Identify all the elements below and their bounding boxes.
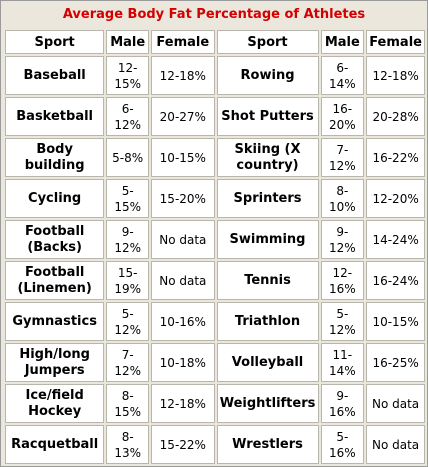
header-row: Sport Male Female Sport Male Female [5,30,425,54]
sport-cell: Rowing [216,56,319,95]
male-value-cell: 8-10% [320,179,365,218]
female-value-cell: 10-15% [366,302,425,341]
sport-cell: Weightlifters [216,384,319,423]
female-value-cell: 12-20% [366,179,425,218]
table-row: Basketball 6-12% 20-27% Shot Putters 16-… [5,97,425,136]
sport-cell: Triathlon [216,302,319,341]
table-row: Ice/field Hockey 8-15% 12-18% Weightlift… [5,384,425,423]
sport-cell: Ice/field Hockey [5,384,105,423]
female-value-cell: No data [151,261,215,300]
male-value-cell: 16-20% [320,97,365,136]
sport-cell: Body building [5,138,105,177]
female-value-cell: 16-24% [366,261,425,300]
sport-cell: Volleyball [216,343,319,382]
sport-cell: Sprinters [216,179,319,218]
female-value-cell: 10-18% [151,343,215,382]
header-female-left: Female [151,30,215,54]
male-value-cell: 5-15% [106,179,150,218]
female-value-cell: 20-28% [366,97,425,136]
female-value-cell: 12-18% [151,56,215,95]
sport-cell: Skiing (X country) [216,138,319,177]
female-value-cell: No data [366,384,425,423]
female-value-cell: 16-25% [366,343,425,382]
table-row: Gymnastics 5-12% 10-16% Triathlon 5-12% … [5,302,425,341]
male-value-cell: 5-12% [106,302,150,341]
male-value-cell: 12-16% [320,261,365,300]
body-fat-table: Sport Male Female Sport Male Female Base… [3,28,427,466]
sport-cell: Basketball [5,97,105,136]
table-row: Body building 5-8% 10-15% Skiing (X coun… [5,138,425,177]
male-value-cell: 6-14% [320,56,365,95]
sport-cell: Football (Backs) [5,220,105,259]
header-sport-right: Sport [216,30,319,54]
male-value-cell: 7-12% [106,343,150,382]
sport-cell: Swimming [216,220,319,259]
header-sport-left: Sport [5,30,105,54]
male-value-cell: 9-12% [320,220,365,259]
male-value-cell: 9-16% [320,384,365,423]
female-value-cell: No data [366,425,425,464]
header-male-left: Male [106,30,150,54]
male-value-cell: 8-13% [106,425,150,464]
male-value-cell: 5-12% [320,302,365,341]
male-value-cell: 15-19% [106,261,150,300]
male-value-cell: 11-14% [320,343,365,382]
header-male-right: Male [320,30,365,54]
sport-cell: Football (Linemen) [5,261,105,300]
sport-cell: Cycling [5,179,105,218]
table-row: Racquetball 8-13% 15-22% Wrestlers 5-16%… [5,425,425,464]
male-value-cell: 8-15% [106,384,150,423]
female-value-cell: 15-22% [151,425,215,464]
sport-cell: Baseball [5,56,105,95]
sport-cell: Shot Putters [216,97,319,136]
sport-cell: Racquetball [5,425,105,464]
table-row: Baseball 12-15% 12-18% Rowing 6-14% 12-1… [5,56,425,95]
female-value-cell: 15-20% [151,179,215,218]
female-value-cell: 10-15% [151,138,215,177]
sport-cell: Wrestlers [216,425,319,464]
female-value-cell: 20-27% [151,97,215,136]
female-value-cell: 16-22% [366,138,425,177]
female-value-cell: 14-24% [366,220,425,259]
header-female-right: Female [366,30,425,54]
female-value-cell: 10-16% [151,302,215,341]
male-value-cell: 5-8% [106,138,150,177]
female-value-cell: No data [151,220,215,259]
male-value-cell: 7-12% [320,138,365,177]
female-value-cell: 12-18% [151,384,215,423]
sport-cell: Gymnastics [5,302,105,341]
male-value-cell: 5-16% [320,425,365,464]
sport-cell: Tennis [216,261,319,300]
table-row: High/long Jumpers 7-12% 10-18% Volleybal… [5,343,425,382]
male-value-cell: 6-12% [106,97,150,136]
sport-cell: High/long Jumpers [5,343,105,382]
female-value-cell: 12-18% [366,56,425,95]
table-title: Average Body Fat Percentage of Athletes [62,7,366,22]
table-row: Cycling 5-15% 15-20% Sprinters 8-10% 12-… [5,179,425,218]
male-value-cell: 12-15% [106,56,150,95]
table-row: Football (Backs) 9-12% No data Swimming … [5,220,425,259]
table-row: Football (Linemen) 15-19% No data Tennis… [5,261,425,300]
male-value-cell: 9-12% [106,220,150,259]
